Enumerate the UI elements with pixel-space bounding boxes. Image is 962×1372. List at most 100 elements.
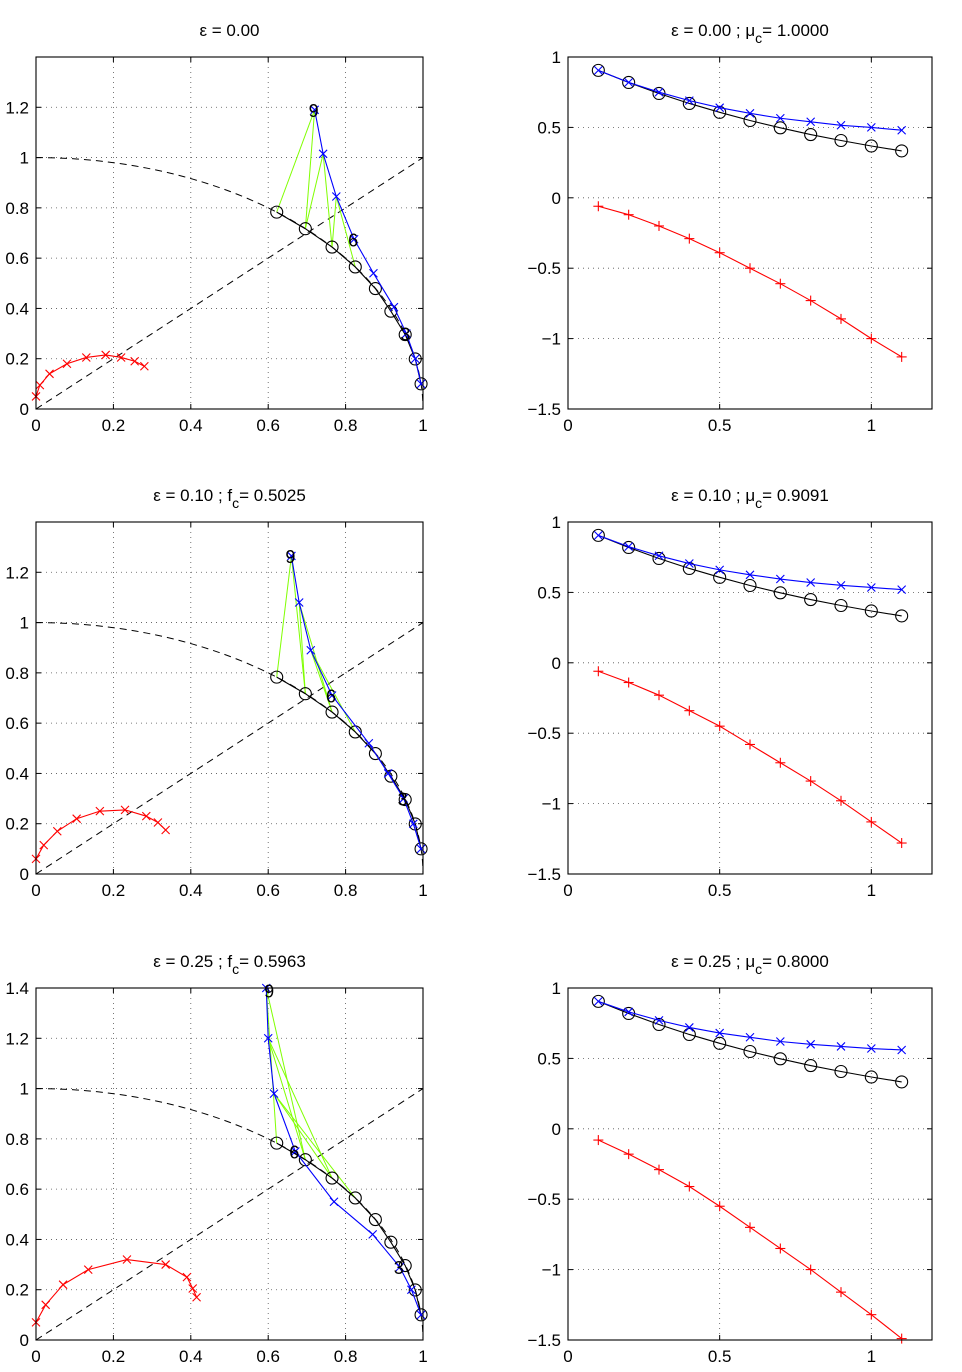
- data-point-x-stroke: [62, 359, 72, 369]
- data-point-x: [368, 1230, 378, 1239]
- data-point-x: [866, 123, 876, 132]
- data-point-x-stroke: [407, 1285, 416, 1295]
- data-point-x: [364, 738, 374, 748]
- data-point-plus: [805, 295, 816, 306]
- y-tick-label: 1: [20, 1080, 29, 1099]
- data-point-x: [775, 113, 785, 123]
- data-point-x-stroke: [161, 825, 171, 835]
- axes-frame: [35, 56, 424, 410]
- data-point-plus: [775, 757, 786, 768]
- data-point-x: [130, 356, 140, 366]
- data-point-x: [329, 1197, 339, 1207]
- data-point-x: [263, 1033, 273, 1043]
- chart-title-main: ε = 0.25 ; μ: [671, 952, 755, 971]
- data-point-x: [715, 565, 725, 575]
- point-label: 6: [348, 230, 358, 250]
- point-label: 9: [309, 101, 319, 121]
- data-point-plus: [896, 838, 907, 849]
- data-point-x: [306, 645, 316, 655]
- y-tick-label: 0.4: [5, 299, 29, 318]
- data-point-x: [416, 379, 426, 389]
- data-point-circle: [325, 240, 339, 254]
- data-point-x: [95, 806, 105, 816]
- data-point-x-stroke: [329, 1197, 339, 1207]
- data-point-x: [624, 542, 634, 552]
- data-point-x-stroke: [745, 570, 755, 580]
- data-point-x-stroke: [139, 361, 149, 371]
- x-tick-label: 0.6: [256, 1347, 280, 1366]
- data-point-plus: [775, 278, 786, 289]
- data-point-x: [45, 369, 54, 379]
- data-point-plus: [805, 1264, 816, 1275]
- data-point-x-stroke: [654, 1015, 664, 1025]
- data-point-plus: [836, 795, 846, 806]
- y-tick-label: 0.4: [5, 1230, 29, 1249]
- x-tick-label: 0: [563, 1347, 572, 1366]
- chart-title: ε = 0.25 ; fc= 0.5963: [153, 952, 306, 977]
- data-point-x-stroke: [310, 105, 320, 115]
- y-tick-label: 0.5: [537, 118, 561, 137]
- data-point-x-stroke: [897, 585, 907, 594]
- data-point-plus: [623, 677, 634, 688]
- data-point-x: [745, 1032, 755, 1042]
- data-point-x: [294, 598, 304, 607]
- data-point-x-stroke: [318, 149, 328, 159]
- x-tick-label: 0.8: [334, 1347, 358, 1366]
- x-tick-label: 0.4: [179, 416, 203, 435]
- chart-title-subscript: c: [232, 961, 239, 977]
- data-point-plus: [896, 351, 907, 362]
- connector-line: [273, 1093, 356, 1199]
- connector-line: [304, 109, 316, 229]
- connector-line: [298, 602, 306, 694]
- data-point-circle: [384, 304, 398, 318]
- data-point-x: [161, 1260, 171, 1269]
- reference-diagonal: [35, 622, 424, 875]
- y-tick-label: 0.8: [5, 664, 29, 683]
- data-point-x: [122, 1255, 132, 1264]
- data-point-x: [416, 844, 426, 854]
- data-point-x: [897, 125, 907, 135]
- data-point-circle: [348, 1191, 362, 1205]
- y-tick-label: −1.5: [527, 865, 561, 884]
- data-point-x-stroke: [395, 1262, 405, 1272]
- data-point-x-stroke: [624, 77, 634, 87]
- data-point-x-stroke: [775, 1037, 785, 1046]
- data-point-x: [593, 65, 603, 75]
- x-tick-label: 0: [31, 416, 40, 435]
- data-point-x-stroke: [269, 1089, 279, 1098]
- data-point-circle: [864, 139, 878, 153]
- data-point-circle: [713, 570, 727, 584]
- data-point-circle: [743, 113, 757, 128]
- data-point-x: [806, 1039, 816, 1049]
- chart-title-value: = 0.9091: [762, 486, 829, 505]
- axes-frame: [35, 987, 424, 1341]
- series-line-2: [598, 1000, 902, 1051]
- data-point-x: [62, 359, 72, 369]
- data-point-x: [83, 1265, 93, 1274]
- data-point-x-stroke: [715, 1028, 725, 1038]
- chart-panel-2: 0 0.5 1 −1.5 −1 −0.5 0 0.5 1 ε = 0.00 ; μc= 1.000…: [527, 21, 933, 435]
- data-point-circle: [864, 1070, 878, 1084]
- data-point-x-stroke: [161, 1260, 171, 1269]
- data-point-x-stroke: [836, 1042, 846, 1051]
- data-point-x-stroke: [290, 1147, 300, 1156]
- data-point-x: [654, 1015, 664, 1025]
- data-point-x: [369, 268, 378, 278]
- chart-title: ε = 0.25 ; μc= 0.8000: [671, 952, 829, 977]
- x-tick-label: 0.8: [334, 881, 358, 900]
- data-point-plus: [623, 209, 634, 220]
- y-tick-label: −1: [542, 795, 561, 814]
- x-tick-label: 0: [31, 1347, 40, 1366]
- data-point-circle: [622, 75, 636, 90]
- data-point-x-stroke: [408, 819, 418, 829]
- data-point-plus: [593, 201, 604, 212]
- connector-line: [310, 649, 356, 733]
- y-tick-label: 1: [552, 979, 561, 998]
- data-point-x: [141, 811, 151, 821]
- data-point-x-stroke: [806, 1039, 816, 1049]
- x-tick-label: 0.5: [708, 416, 732, 435]
- y-tick-label: 1: [552, 513, 561, 532]
- data-point-circle: [682, 96, 696, 111]
- connector-line: [331, 196, 337, 248]
- point-label: 9: [285, 547, 295, 567]
